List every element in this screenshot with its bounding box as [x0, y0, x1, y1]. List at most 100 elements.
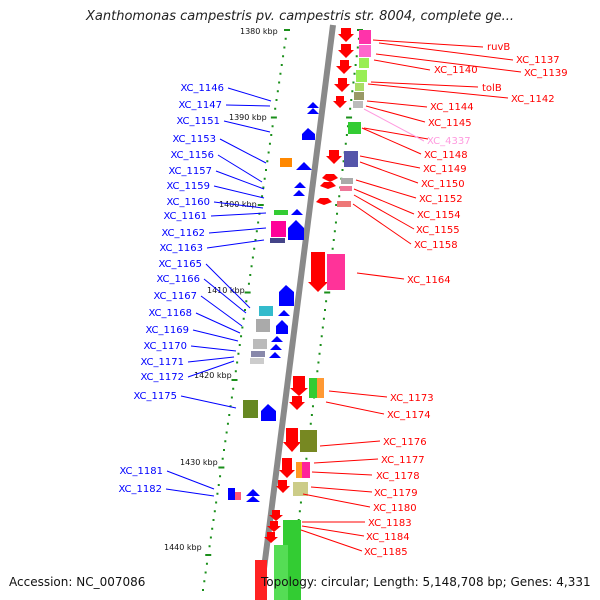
gene-arrow-blue[interactable]: [246, 496, 260, 502]
gene-arrow-blue[interactable]: [261, 404, 276, 421]
gene-arrow-red[interactable]: [320, 182, 336, 189]
gene-box-lightgreen[interactable]: [359, 58, 369, 68]
gene-label[interactable]: XC_1182: [118, 484, 162, 495]
gene-box-grey[interactable]: [251, 351, 265, 357]
gene-label[interactable]: tolB: [482, 83, 502, 94]
gene-label[interactable]: XC_1156: [170, 150, 214, 161]
gene-label[interactable]: XC_1144: [430, 102, 474, 113]
gene-box-cyan[interactable]: [259, 306, 273, 316]
gene-arrow-red[interactable]: [279, 458, 295, 478]
gene-box-pink[interactable]: [302, 462, 310, 478]
gene-box-olive[interactable]: [300, 430, 317, 452]
gene-box-lightgreen[interactable]: [356, 70, 367, 82]
gene-label[interactable]: XC_1152: [419, 194, 463, 205]
gene-arrow-red[interactable]: [276, 480, 290, 493]
gene-label[interactable]: XC_1137: [516, 55, 560, 66]
gene-arrow-blue[interactable]: [269, 352, 281, 358]
gene-box-blue[interactable]: [228, 488, 235, 500]
gene-box-red-large[interactable]: [255, 560, 267, 600]
gene-arrow-red-large[interactable]: [308, 252, 328, 292]
gene-label[interactable]: XC_1146: [180, 83, 224, 94]
gene-label[interactable]: XC_1167: [153, 291, 197, 302]
gene-arrow-blue[interactable]: [291, 209, 303, 215]
gene-label[interactable]: XC_1172: [140, 372, 184, 383]
gene-label[interactable]: XC_1159: [166, 181, 210, 192]
gene-box-grey[interactable]: [253, 339, 267, 349]
gene-label[interactable]: XC_1142: [511, 94, 555, 105]
gene-arrow-blue[interactable]: [246, 489, 260, 496]
gene-arrow-red[interactable]: [269, 510, 283, 521]
gene-arrow-blue[interactable]: [279, 285, 294, 306]
gene-arrow-blue[interactable]: [294, 182, 306, 188]
gene-arrow-red[interactable]: [333, 96, 347, 108]
gene-box-orange[interactable]: [317, 378, 324, 398]
gene-box-orange[interactable]: [296, 462, 302, 478]
gene-box-magenta[interactable]: [271, 221, 286, 237]
gene-box-pink[interactable]: [359, 45, 371, 57]
gene-arrow-blue[interactable]: [302, 128, 315, 140]
gene-label[interactable]: XC_1140: [434, 65, 478, 76]
gene-label[interactable]: XC_1168: [148, 308, 192, 319]
gene-label[interactable]: XC_1158: [414, 240, 458, 251]
gene-arrow-red[interactable]: [326, 150, 342, 164]
gene-box-green[interactable]: [348, 122, 361, 134]
gene-label[interactable]: XC_1178: [376, 471, 420, 482]
gene-arrow-red[interactable]: [316, 198, 332, 205]
gene-box-grey[interactable]: [353, 101, 363, 108]
gene-label[interactable]: XC_1163: [159, 243, 203, 254]
gene-label[interactable]: XC_1171: [140, 357, 184, 368]
gene-label[interactable]: XC_1179: [374, 488, 418, 499]
gene-label[interactable]: XC_1181: [119, 466, 163, 477]
gene-label[interactable]: XC_1154: [417, 210, 461, 221]
gene-box-orange[interactable]: [280, 158, 292, 167]
gene-box-pink[interactable]: [340, 186, 352, 191]
gene-arrow-red[interactable]: [289, 396, 305, 410]
gene-label[interactable]: XC_1153: [172, 134, 216, 145]
gene-label[interactable]: XC_1170: [143, 341, 187, 352]
gene-box-pink[interactable]: [359, 30, 371, 44]
gene-label[interactable]: XC_1166: [156, 274, 200, 285]
gene-arrow-red[interactable]: [283, 428, 301, 452]
gene-label[interactable]: XC_1149: [423, 164, 467, 175]
gene-label[interactable]: XC_1139: [524, 68, 568, 79]
gene-label[interactable]: XC_1180: [373, 503, 417, 514]
gene-label[interactable]: XC_1160: [166, 197, 210, 208]
gene-label[interactable]: XC_1169: [145, 325, 189, 336]
gene-arrow-red[interactable]: [334, 78, 350, 92]
gene-label[interactable]: XC_1185: [364, 547, 408, 558]
gene-label[interactable]: XC_1165: [158, 259, 202, 270]
gene-arrow-red[interactable]: [322, 174, 338, 182]
gene-label[interactable]: XC_1150: [421, 179, 465, 190]
gene-box-green[interactable]: [355, 83, 364, 91]
gene-box-green[interactable]: [309, 378, 317, 398]
gene-label[interactable]: ruvB: [487, 42, 510, 53]
gene-box-grey[interactable]: [341, 178, 353, 184]
gene-label[interactable]: XC_1175: [133, 391, 177, 402]
gene-label[interactable]: XC_1183: [368, 518, 412, 529]
gene-label[interactable]: XC_1173: [390, 393, 434, 404]
gene-label[interactable]: XC_1151: [176, 116, 220, 127]
gene-box-olive[interactable]: [354, 92, 364, 100]
gene-label[interactable]: XC_1177: [381, 455, 425, 466]
gene-label[interactable]: XC_1176: [383, 437, 427, 448]
gene-arrow-blue[interactable]: [307, 102, 319, 108]
gene-box-green[interactable]: [274, 210, 288, 215]
gene-box-grey[interactable]: [256, 319, 270, 332]
gene-box-olive[interactable]: [243, 400, 258, 418]
gene-box-green-large[interactable]: [274, 545, 288, 600]
gene-label[interactable]: XC_1162: [161, 228, 205, 239]
gene-box-indigo[interactable]: [270, 238, 285, 243]
gene-box-khaki[interactable]: [293, 482, 308, 496]
gene-label[interactable]: XC_1184: [366, 532, 410, 543]
gene-arrow-red[interactable]: [336, 60, 352, 74]
gene-arrow-red[interactable]: [267, 521, 281, 532]
gene-label[interactable]: XC_1147: [178, 100, 222, 111]
gene-arrow-blue[interactable]: [278, 310, 290, 316]
gene-box-indigo[interactable]: [344, 151, 358, 167]
gene-arrow-blue[interactable]: [296, 162, 312, 170]
gene-label[interactable]: XC_4337: [427, 136, 471, 147]
gene-arrow-red[interactable]: [338, 28, 354, 42]
gene-arrow-blue[interactable]: [271, 336, 283, 342]
gene-arrow-blue[interactable]: [293, 190, 305, 196]
gene-box-pink[interactable]: [235, 492, 241, 500]
